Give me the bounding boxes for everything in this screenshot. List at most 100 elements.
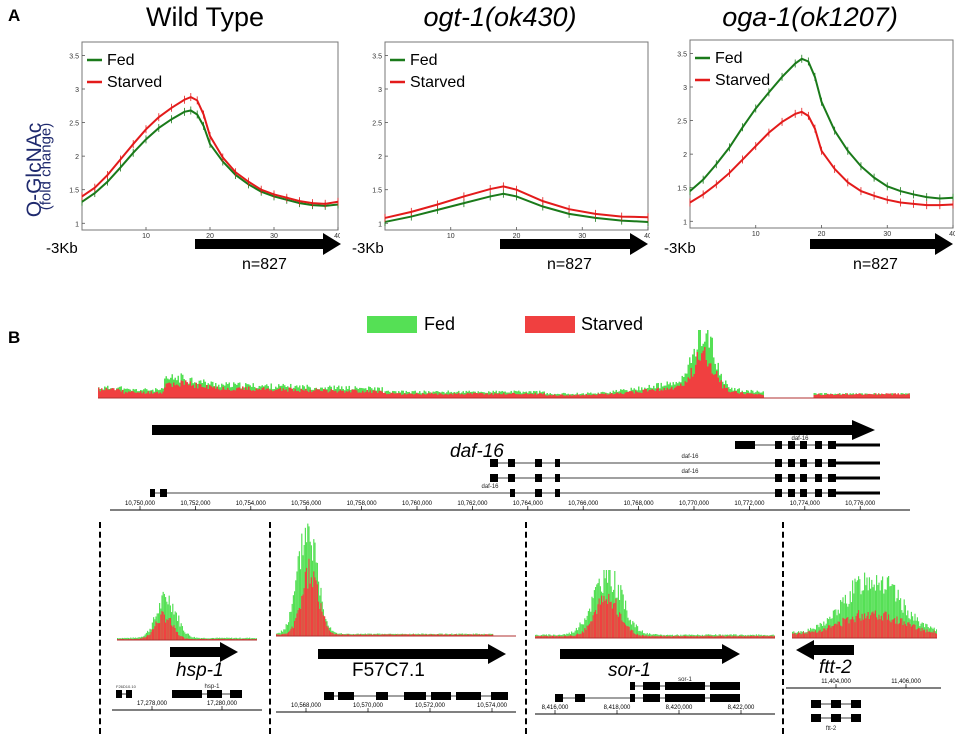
fed-bar (424, 633, 426, 636)
starved-bar (313, 571, 315, 636)
starved-bar (574, 635, 576, 638)
fed-bar (633, 622, 635, 638)
starved-bar (351, 389, 353, 398)
fed-bar (234, 637, 236, 640)
y-tick-label: 1 (683, 219, 687, 226)
fed-bar (476, 633, 478, 636)
starved-bar (674, 635, 676, 638)
transcript-exon (815, 441, 822, 449)
fed-bar (127, 637, 129, 640)
starved-bar (539, 636, 541, 638)
starved-bar (636, 392, 638, 398)
starved-bar (854, 622, 856, 638)
starved-bar (686, 636, 688, 638)
transcript-exon (788, 474, 795, 482)
starved-bar (806, 633, 808, 638)
starved-bar (222, 386, 224, 398)
y-tick-label: 3.5 (677, 51, 687, 58)
starved-bar (915, 629, 917, 638)
starved-bar (182, 381, 184, 398)
starved-bar (793, 633, 795, 638)
starved-bar (352, 634, 354, 636)
starved-bar (546, 395, 548, 398)
starved-bar (874, 610, 876, 638)
starved-bar (579, 395, 581, 398)
starved-bar (902, 394, 904, 398)
starved-bar (652, 635, 654, 638)
fed-bar (125, 637, 127, 640)
starved-bar (587, 625, 589, 638)
gene-label-hsp1: hsp-1 (176, 660, 224, 681)
starved-bar (491, 392, 493, 398)
starved-bar (301, 596, 303, 636)
fed-bar (215, 637, 217, 640)
starved-bar (519, 394, 521, 398)
starved-bar (420, 394, 422, 398)
starved-bar (599, 604, 601, 638)
starved-bar (192, 384, 194, 398)
starved-bar (293, 391, 295, 398)
starved-bar (300, 608, 302, 636)
starved-bar (543, 392, 545, 398)
starved-bar (872, 611, 874, 638)
fed-bar (564, 393, 566, 398)
fed-bar (172, 603, 174, 640)
starved-bar (550, 636, 552, 638)
coord-tick-label: 10,760,000 (402, 501, 433, 507)
starved-bar (163, 614, 165, 640)
starved-bar (872, 394, 874, 398)
starved-bar (157, 623, 159, 640)
starved-bar (595, 610, 597, 638)
fed-bar (227, 637, 229, 640)
starved-bar (651, 635, 653, 638)
starved-bar (896, 616, 898, 638)
starved-bar (563, 635, 565, 638)
fed-bar (472, 633, 474, 636)
fed-bar (860, 594, 862, 638)
starved-bar (647, 391, 649, 398)
starved-bar (717, 636, 719, 638)
starved-bar (376, 634, 378, 636)
starved-bar (799, 632, 801, 638)
starved-bar (761, 394, 763, 398)
fed-bar (842, 597, 844, 638)
starved-bar (367, 634, 369, 636)
starved-bar (150, 391, 152, 398)
starved-bar (377, 393, 379, 398)
starved-bar (108, 389, 110, 398)
coord-tick-label: 17,280,000 (207, 701, 238, 707)
fed-bar (698, 634, 700, 638)
starved-bar (573, 636, 575, 638)
starved-bar (569, 394, 571, 398)
starved-bar (697, 635, 699, 638)
starved-bar (654, 391, 656, 398)
fed-bar (137, 637, 139, 640)
starved-bar (899, 394, 901, 398)
y-tick-label: 2.5 (677, 119, 687, 126)
starved-bar (906, 394, 908, 398)
starved-bar (632, 630, 634, 638)
starved-bar (123, 638, 125, 640)
starved-bar (399, 634, 401, 636)
starved-bar (752, 635, 754, 638)
starved-bar (225, 389, 227, 398)
starved-bar (683, 385, 685, 398)
starved-bar (258, 388, 260, 398)
coord-tick-label: 10,764,000 (513, 501, 544, 507)
starved-bar (613, 603, 615, 638)
starved-bar (477, 393, 479, 398)
starved-bar (527, 394, 529, 398)
starved-bar (713, 636, 715, 638)
starved-bar (824, 394, 826, 398)
starved-bar (397, 634, 399, 636)
starved-bar (561, 636, 563, 638)
starved-bar (931, 632, 933, 638)
starved-bar (321, 391, 323, 398)
starved-bar (807, 631, 809, 638)
starved-bar (659, 635, 661, 638)
starved-bar (429, 634, 431, 636)
gene-arrow-a3 (810, 233, 953, 255)
starved-bar (659, 391, 661, 398)
starved-bar (538, 635, 540, 638)
